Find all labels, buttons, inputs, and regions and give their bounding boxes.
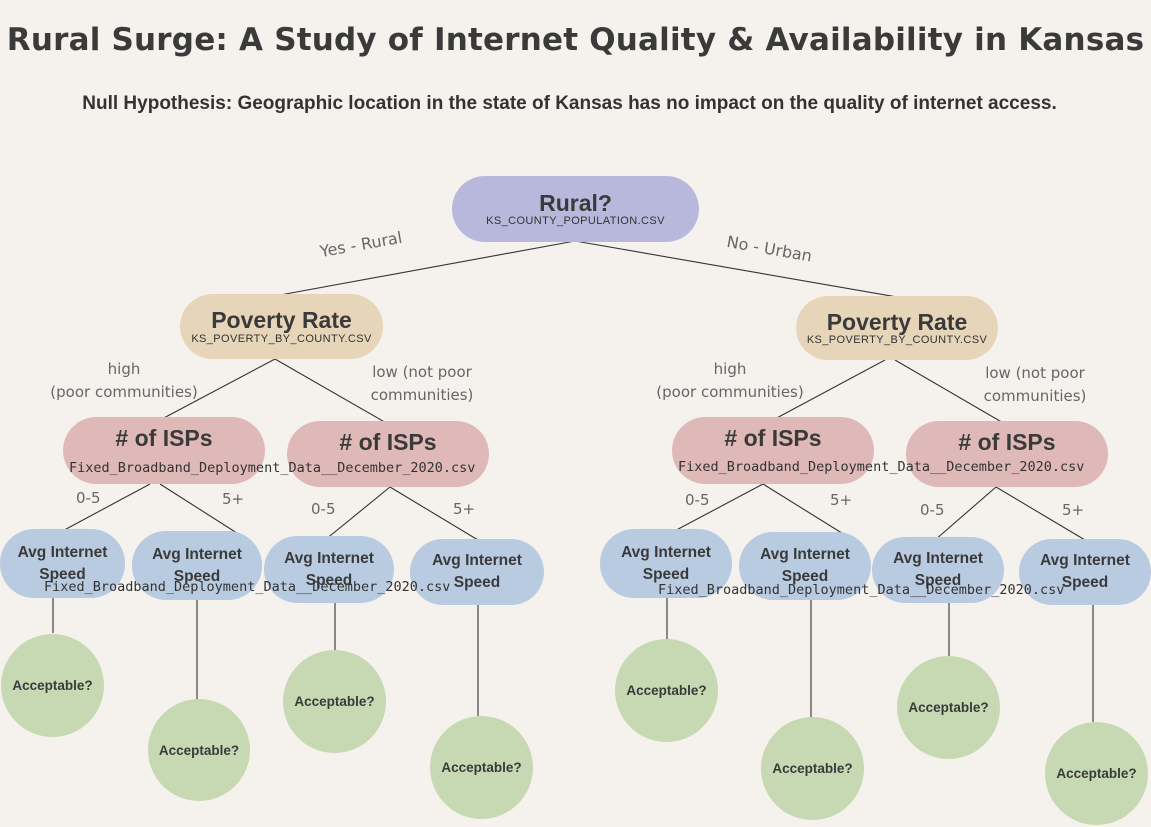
avg-speed-node: Avg Internet Speed	[264, 536, 394, 603]
link-isp1-low	[54, 483, 151, 536]
acceptable-label: Acceptable?	[772, 761, 853, 776]
acceptable-label: Acceptable?	[1056, 766, 1137, 781]
avg-speed-node: Avg Internet Speed	[132, 531, 262, 600]
acceptable-label: Acceptable?	[158, 742, 240, 758]
rural-decision-node: Rural? KS_COUNTY_POPULATION.CSV	[452, 176, 699, 242]
acceptable-node: Acceptable?	[615, 639, 718, 742]
branch-label-0-5: 0-5	[311, 500, 336, 518]
link-root-urban	[574, 240, 898, 298]
speed-line2: Speed	[781, 568, 829, 585]
link-pov-right-high	[772, 359, 886, 421]
speed-line2: Speed	[453, 574, 501, 591]
speed-line1: Avg Internet	[152, 545, 242, 563]
acceptable-label: Acceptable?	[626, 683, 707, 698]
avg-speed-node: Avg Internet Speed	[0, 529, 125, 598]
branch-label-0-5: 0-5	[920, 501, 945, 519]
poverty-node-source: KS_POVERTY_BY_COUNTY.CSV	[191, 332, 372, 345]
link-pov-left-low	[274, 358, 389, 425]
acceptable-node: Acceptable?	[897, 656, 1000, 759]
link-isp4-low	[934, 486, 997, 541]
low-label-line2: communities)	[370, 386, 474, 404]
acceptable-node: Acceptable?	[761, 717, 864, 820]
speed-line1: Avg Internet	[284, 549, 374, 567]
speed-line1: Avg Internet	[621, 543, 711, 561]
link-isp3-high	[762, 483, 846, 536]
high-label-line1: high	[713, 360, 747, 378]
branch-label-0-5: 0-5	[685, 491, 710, 509]
acceptable-node: Acceptable?	[430, 716, 533, 819]
link-isp3-low	[666, 483, 764, 536]
isp-node-label: # of ISPs	[958, 429, 1056, 455]
speed-source-file: Fixed_Broadband_Deployment_Data__Decembe…	[44, 579, 451, 595]
branch-label-0-5: 0-5	[76, 489, 101, 507]
poverty-node-label: Poverty Rate	[826, 308, 968, 335]
branch-label-5-plus: 5+	[222, 490, 245, 508]
isp-count-node: # of ISPs	[63, 417, 265, 484]
branch-label-high-poverty: high (poor communities)	[656, 358, 804, 404]
speed-source-file: Fixed_Broadband_Deployment_Data__Decembe…	[658, 582, 1065, 598]
acceptable-node: Acceptable?	[1045, 722, 1148, 825]
branch-label-low-poverty: low (not poor communities)	[366, 361, 478, 407]
speed-line1: Avg Internet	[432, 552, 522, 569]
link-pov-right-low	[894, 359, 1006, 425]
acceptable-node: Acceptable?	[283, 650, 386, 753]
low-label-line1: low (not poor	[372, 363, 472, 381]
acceptable-node: Acceptable?	[1, 634, 104, 737]
high-label-line2: (poor communities)	[656, 383, 804, 401]
poverty-node-source: KS_POVERTY_BY_COUNTY.CSV	[806, 334, 988, 347]
branch-label-5-plus: 5+	[1062, 501, 1085, 519]
branch-label-low-poverty: low (not poor communities)	[979, 362, 1091, 408]
null-hypothesis: Null Hypothesis: Geographic location in …	[82, 93, 1057, 114]
avg-speed-node: Avg Internet Speed	[600, 529, 732, 598]
isp-source-file: Fixed_Broadband_Deployment_Data__Decembe…	[678, 459, 1085, 475]
isp-count-node: # of ISPs	[287, 421, 489, 487]
link-pov-left-high	[159, 358, 276, 421]
high-label-line1: high	[107, 360, 141, 378]
branch-label-5-plus: 5+	[453, 500, 476, 518]
rural-node-label: Rural?	[539, 189, 612, 216]
isp-source-file: Fixed_Broadband_Deployment_Data__Decembe…	[69, 460, 476, 476]
high-label-line2: (poor communities)	[50, 383, 198, 401]
avg-speed-node: Avg Internet Speed	[872, 537, 1004, 603]
isp-node-label: # of ISPs	[724, 425, 822, 451]
acceptable-label: Acceptable?	[441, 760, 522, 775]
speed-line2: Speed	[305, 571, 353, 589]
avg-speed-node: Avg Internet Speed	[410, 539, 544, 605]
speed-line1: Avg Internet	[17, 543, 108, 561]
rural-node-source: KS_COUNTY_POPULATION.CSV	[486, 215, 665, 228]
speed-line2: Speed	[39, 565, 86, 583]
branch-label-high-poverty: high (poor communities)	[50, 358, 198, 404]
link-isp2-high	[389, 486, 479, 541]
link-isp4-high	[995, 486, 1086, 541]
speed-line1: Avg Internet	[893, 550, 983, 567]
poverty-node-rural: Poverty Rate KS_POVERTY_BY_COUNTY.CSV	[180, 294, 383, 359]
speed-line2: Speed	[914, 572, 962, 589]
acceptable-label: Acceptable?	[294, 694, 375, 709]
acceptable-node: Acceptable?	[148, 699, 250, 801]
page-title: Rural Surge: A Study of Internet Quality…	[6, 22, 1145, 58]
link-isp1-high	[159, 483, 241, 536]
speed-line1: Avg Internet	[1040, 552, 1130, 569]
poverty-node-label: Poverty Rate	[211, 307, 352, 334]
poverty-node-urban: Poverty Rate KS_POVERTY_BY_COUNTY.CSV	[796, 296, 998, 360]
low-label-line1: low (not poor	[985, 364, 1085, 382]
acceptable-label: Acceptable?	[12, 678, 93, 693]
speed-line2: Speed	[642, 565, 690, 583]
isp-count-node: # of ISPs	[672, 417, 874, 484]
isp-count-node: # of ISPs	[906, 421, 1108, 487]
branch-label-5-plus: 5+	[830, 491, 853, 509]
avg-speed-node: Avg Internet Speed	[1019, 539, 1151, 605]
speed-line2: Speed	[173, 567, 221, 585]
speed-line2: Speed	[1061, 574, 1109, 591]
link-isp2-low	[324, 486, 391, 541]
link-root-rural	[279, 240, 576, 296]
low-label-line2: communities)	[983, 387, 1087, 405]
acceptable-label: Acceptable?	[908, 700, 989, 715]
speed-line1: Avg Internet	[760, 546, 850, 563]
isp-node-label: # of ISPs	[115, 425, 213, 451]
avg-speed-node: Avg Internet Speed	[739, 532, 871, 600]
isp-node-label: # of ISPs	[339, 429, 437, 455]
